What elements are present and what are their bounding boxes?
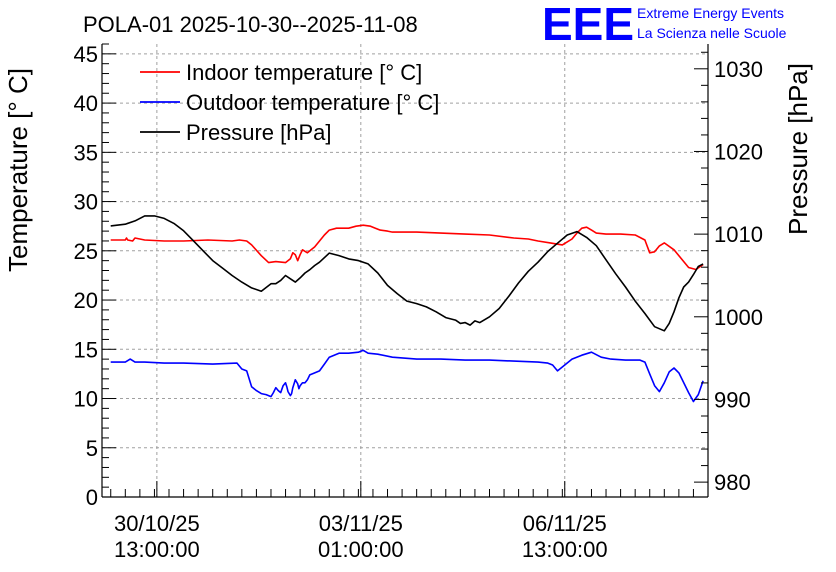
left-tick-label: 30 <box>74 190 98 215</box>
chart-title: POLA-01 2025-10-30--2025-11-08 <box>83 12 418 37</box>
logo-mark: EEE <box>542 0 634 50</box>
right-tick-label: 990 <box>714 387 751 412</box>
legend-label-2: Outdoor temperature [° C] <box>186 90 439 115</box>
right-tick-label: 1020 <box>714 139 763 164</box>
x-tick-label-date: 30/10/25 <box>114 511 200 536</box>
right-axis-title: Pressure [hPa] <box>783 63 813 235</box>
eee-logo: EEE Extreme Energy Events La Scienza nel… <box>542 0 787 50</box>
left-tick-label: 40 <box>74 91 98 116</box>
legend-label-3: Pressure [hPa] <box>186 120 332 145</box>
x-tick-label-date: 03/11/25 <box>319 511 403 536</box>
left-tick-label: 15 <box>74 337 98 362</box>
series-group <box>110 215 704 403</box>
left-tick-label: 5 <box>86 436 98 461</box>
right-tick-label: 1030 <box>714 57 763 82</box>
left-axis: 0 5 10 15 20 25 30 35 40 45 <box>74 42 116 510</box>
right-axis: 980 990 1000 1010 1020 1030 <box>694 51 763 495</box>
x-tick-label-date: 06/11/25 <box>523 511 607 536</box>
x-tick-label-time: 13:00:00 <box>522 537 608 562</box>
left-tick-label: 45 <box>74 42 98 67</box>
left-tick-label: 20 <box>74 288 98 313</box>
logo-line-2: La Scienza nelle Scuole <box>637 25 787 41</box>
series-line-2 <box>110 349 704 403</box>
left-tick-label: 0 <box>86 485 98 510</box>
logo-line-1: Extreme Energy Events <box>637 5 784 21</box>
legend-label-1: Indoor temperature [° C] <box>186 60 422 85</box>
left-axis-title: Temperature [° C] <box>3 68 33 272</box>
left-tick-label: 35 <box>74 140 98 165</box>
left-tick-label: 25 <box>74 239 98 264</box>
x-axis: 30/10/2513:00:0003/11/2501:00:0006/11/25… <box>110 481 709 562</box>
legend: Indoor temperature [° C] Outdoor temperat… <box>140 60 439 145</box>
x-tick-label-time: 01:00:00 <box>318 537 404 562</box>
left-tick-label: 10 <box>74 387 98 412</box>
right-tick-label: 1010 <box>714 222 763 247</box>
right-tick-label: 980 <box>714 470 751 495</box>
series-line-3 <box>110 215 704 332</box>
series-line-1 <box>110 224 704 271</box>
right-tick-label: 1000 <box>714 305 763 330</box>
x-tick-label-time: 13:00:00 <box>114 537 200 562</box>
